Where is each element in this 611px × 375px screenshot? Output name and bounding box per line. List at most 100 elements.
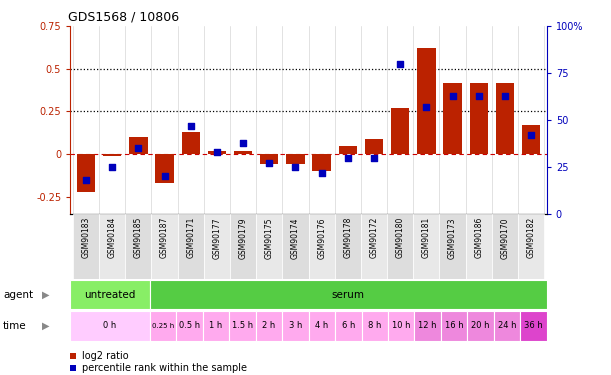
Point bbox=[238, 140, 248, 146]
Bar bbox=[129, 137, 147, 154]
Bar bbox=[229, 310, 255, 341]
Bar bbox=[287, 154, 305, 164]
Bar bbox=[413, 214, 439, 279]
Bar bbox=[494, 310, 521, 341]
Text: 12 h: 12 h bbox=[419, 321, 437, 330]
Point bbox=[133, 145, 143, 151]
Bar bbox=[466, 214, 492, 279]
Text: GSM90183: GSM90183 bbox=[81, 217, 90, 258]
Bar bbox=[309, 214, 335, 279]
Text: GDS1568 / 10806: GDS1568 / 10806 bbox=[68, 11, 179, 24]
Text: time: time bbox=[3, 321, 27, 331]
Point bbox=[159, 173, 169, 179]
Point bbox=[316, 170, 326, 176]
Bar bbox=[282, 214, 309, 279]
Text: GSM90176: GSM90176 bbox=[317, 217, 326, 258]
Text: 20 h: 20 h bbox=[472, 321, 490, 330]
Point bbox=[343, 154, 353, 160]
Bar bbox=[208, 151, 226, 154]
Text: GSM90173: GSM90173 bbox=[448, 217, 457, 258]
Bar bbox=[312, 154, 331, 171]
Point bbox=[500, 93, 510, 99]
Bar bbox=[70, 310, 150, 341]
Bar bbox=[155, 154, 174, 183]
Bar bbox=[178, 214, 204, 279]
Bar bbox=[335, 214, 361, 279]
Text: GSM90182: GSM90182 bbox=[527, 217, 536, 258]
Text: 6 h: 6 h bbox=[342, 321, 355, 330]
Text: 0.5 h: 0.5 h bbox=[179, 321, 200, 330]
Text: percentile rank within the sample: percentile rank within the sample bbox=[82, 363, 247, 373]
Bar bbox=[361, 214, 387, 279]
Text: agent: agent bbox=[3, 290, 33, 300]
Text: untreated: untreated bbox=[84, 290, 136, 300]
Text: 16 h: 16 h bbox=[445, 321, 464, 330]
Bar bbox=[70, 280, 150, 309]
Text: GSM90171: GSM90171 bbox=[186, 217, 196, 258]
Text: GSM90180: GSM90180 bbox=[396, 217, 404, 258]
Text: serum: serum bbox=[332, 290, 365, 300]
Bar bbox=[441, 310, 467, 341]
Point bbox=[186, 123, 196, 129]
Text: GSM90181: GSM90181 bbox=[422, 217, 431, 258]
Text: GSM90187: GSM90187 bbox=[160, 217, 169, 258]
Text: 8 h: 8 h bbox=[368, 321, 381, 330]
Text: 24 h: 24 h bbox=[498, 321, 516, 330]
Bar bbox=[256, 214, 282, 279]
Bar bbox=[234, 151, 252, 154]
Bar bbox=[365, 139, 383, 154]
Text: ▶: ▶ bbox=[42, 321, 49, 331]
Bar bbox=[282, 310, 309, 341]
Bar bbox=[388, 310, 414, 341]
Point bbox=[291, 164, 301, 170]
Bar bbox=[260, 154, 279, 164]
Text: 10 h: 10 h bbox=[392, 321, 411, 330]
Text: GSM90186: GSM90186 bbox=[474, 217, 483, 258]
Bar bbox=[150, 310, 176, 341]
Text: GSM90178: GSM90178 bbox=[343, 217, 353, 258]
Bar bbox=[522, 125, 540, 154]
Text: GSM90175: GSM90175 bbox=[265, 217, 274, 258]
Text: 36 h: 36 h bbox=[524, 321, 543, 330]
Point bbox=[81, 177, 91, 183]
Bar bbox=[467, 310, 494, 341]
Text: 0.25 h: 0.25 h bbox=[152, 323, 174, 329]
Bar bbox=[444, 82, 462, 154]
Point bbox=[369, 154, 379, 160]
Text: log2 ratio: log2 ratio bbox=[82, 351, 129, 361]
Bar bbox=[492, 214, 518, 279]
Text: ▶: ▶ bbox=[42, 290, 49, 300]
Text: GSM90185: GSM90185 bbox=[134, 217, 143, 258]
Bar bbox=[496, 82, 514, 154]
Bar bbox=[521, 310, 547, 341]
Bar bbox=[414, 310, 441, 341]
Text: 1.5 h: 1.5 h bbox=[232, 321, 253, 330]
Bar bbox=[152, 214, 178, 279]
Point bbox=[108, 164, 117, 170]
Point bbox=[422, 104, 431, 110]
Point bbox=[526, 132, 536, 138]
Bar bbox=[203, 310, 229, 341]
Point bbox=[265, 160, 274, 166]
Point bbox=[448, 93, 458, 99]
Bar bbox=[362, 310, 388, 341]
Point bbox=[395, 61, 405, 67]
Bar bbox=[73, 214, 99, 279]
Text: 4 h: 4 h bbox=[315, 321, 329, 330]
Point bbox=[474, 93, 484, 99]
Text: GSM90177: GSM90177 bbox=[213, 217, 221, 258]
Bar bbox=[338, 146, 357, 154]
Bar bbox=[99, 214, 125, 279]
Bar bbox=[150, 280, 547, 309]
Text: 3 h: 3 h bbox=[288, 321, 302, 330]
Bar bbox=[387, 214, 413, 279]
Bar bbox=[181, 132, 200, 154]
Point bbox=[212, 149, 222, 155]
Bar bbox=[77, 154, 95, 192]
Bar bbox=[391, 108, 409, 154]
Text: 0 h: 0 h bbox=[103, 321, 117, 330]
Bar bbox=[125, 214, 152, 279]
Text: 2 h: 2 h bbox=[262, 321, 276, 330]
Bar bbox=[176, 310, 203, 341]
Bar bbox=[439, 214, 466, 279]
